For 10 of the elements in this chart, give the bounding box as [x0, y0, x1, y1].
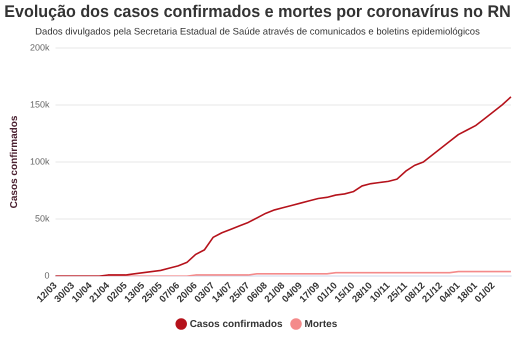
chart-title: Evolução dos casos confirmados e mortes por coronavírus no RN [4, 1, 511, 21]
y-tick-label: 150k [30, 99, 50, 110]
y-tick-label: 50k [35, 214, 50, 224]
y-axis-title: Casos confirmados [8, 115, 20, 208]
legend-label: Mortes [304, 318, 338, 330]
y-tick-label: 200k [30, 42, 50, 52]
y-tick-label: 100k [30, 156, 50, 166]
chart-subtitle: Dados divulgados pela Secretaria Estadual de Saúde através de comunicados e boletins epidemiológicos [35, 26, 480, 38]
y-tick-label: 0 [44, 270, 50, 281]
legend-label: Casos confirmados [190, 318, 283, 330]
